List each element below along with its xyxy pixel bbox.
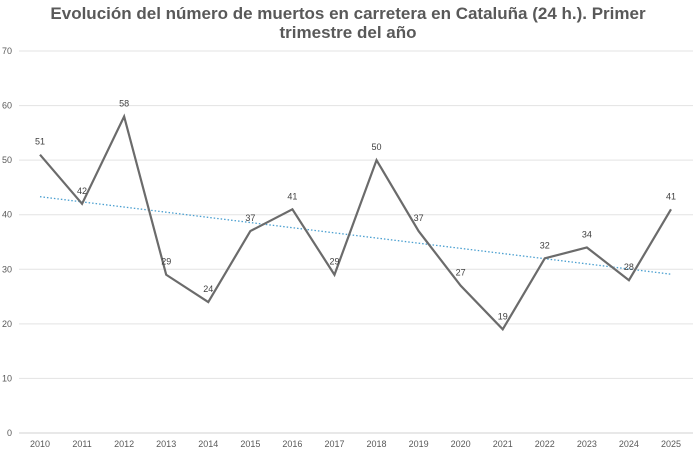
data-label: 27 bbox=[456, 268, 466, 278]
x-tick-label: 2011 bbox=[72, 439, 91, 449]
x-tick-label: 2021 bbox=[493, 439, 513, 449]
data-label: 37 bbox=[245, 213, 255, 223]
series-line bbox=[39, 113, 672, 332]
x-tick-label: 2015 bbox=[240, 439, 260, 449]
data-label: 19 bbox=[498, 311, 508, 321]
x-tick-label: 2010 bbox=[30, 439, 50, 449]
x-tick-label: 2020 bbox=[451, 439, 471, 449]
y-tick-label: 60 bbox=[2, 101, 12, 111]
x-tick-label: 2022 bbox=[535, 439, 555, 449]
data-label: 34 bbox=[582, 229, 592, 239]
x-tick-label: 2013 bbox=[156, 439, 176, 449]
x-axis: 2010 2011 2012 2013 2014 2015 2016 2017 2018 2019… bbox=[30, 439, 681, 449]
y-tick-label: 0 bbox=[7, 428, 12, 438]
data-label: 41 bbox=[666, 191, 676, 201]
y-tick-label: 40 bbox=[2, 210, 12, 220]
x-tick-label: 2017 bbox=[324, 439, 344, 449]
x-tick-label: 2018 bbox=[367, 439, 387, 449]
y-tick-label: 50 bbox=[2, 155, 12, 165]
data-label: 37 bbox=[414, 213, 424, 223]
y-tick-label: 70 bbox=[2, 46, 12, 56]
x-tick-label: 2016 bbox=[282, 439, 302, 449]
data-label: 29 bbox=[161, 257, 171, 267]
data-label: 32 bbox=[540, 240, 550, 250]
data-label: 50 bbox=[372, 142, 382, 152]
data-label: 24 bbox=[203, 284, 213, 294]
data-label: 58 bbox=[119, 98, 129, 108]
x-tick-label: 2019 bbox=[409, 439, 429, 449]
data-label: 29 bbox=[329, 257, 339, 267]
y-tick-label: 20 bbox=[2, 319, 12, 329]
x-tick-label: 2024 bbox=[619, 439, 639, 449]
x-tick-label: 2014 bbox=[198, 439, 218, 449]
data-label: 28 bbox=[624, 262, 634, 272]
x-tick-label: 2012 bbox=[114, 439, 134, 449]
x-tick-label: 2025 bbox=[661, 439, 681, 449]
chart-title: Evolución del número de muertos en carre… bbox=[50, 4, 646, 42]
y-axis: 0 10 20 30 40 50 60 70 bbox=[2, 46, 12, 438]
y-tick-label: 10 bbox=[2, 373, 12, 383]
data-label: 51 bbox=[35, 137, 45, 147]
x-tick-label: 2023 bbox=[577, 439, 597, 449]
y-tick-label: 30 bbox=[2, 264, 12, 274]
data-labels: 51 42 58 29 24 37 41 29 50 37 27 19 32 34 28 41 bbox=[35, 98, 676, 321]
data-label: 41 bbox=[287, 191, 297, 201]
data-label: 42 bbox=[77, 186, 87, 196]
gridlines bbox=[19, 50, 693, 434]
trendline bbox=[39, 196, 672, 275]
